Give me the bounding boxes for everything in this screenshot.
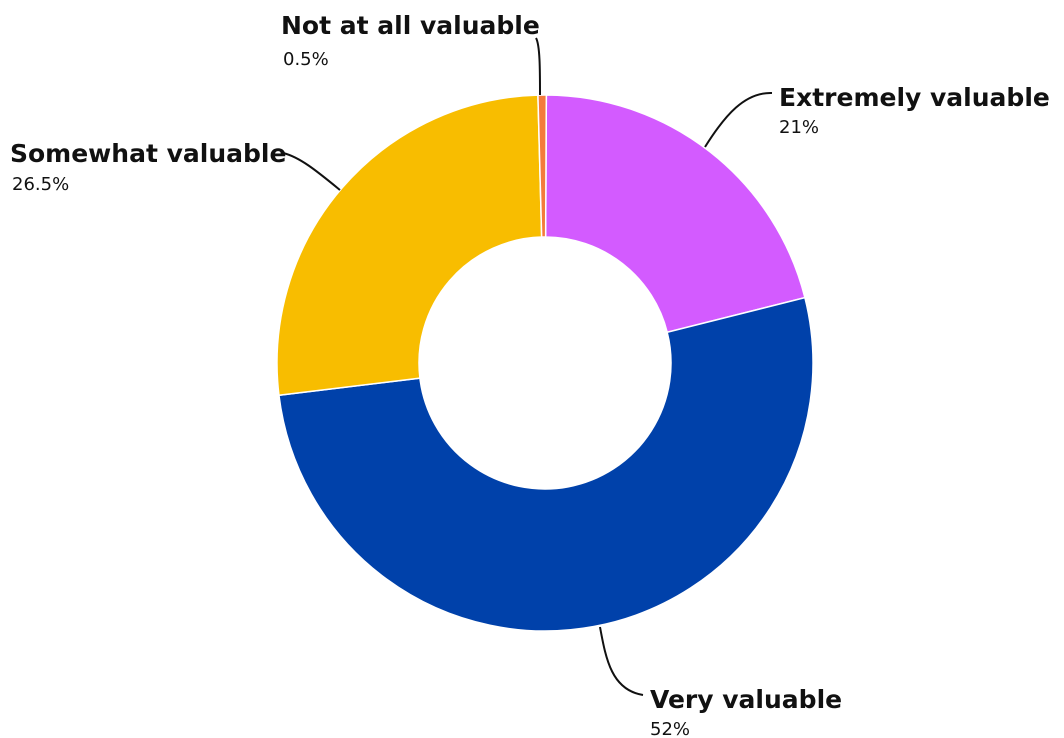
slice-value-somewhat-valuable: 26.5% bbox=[12, 174, 69, 195]
slice-value-extremely-valuable: 21% bbox=[779, 117, 819, 138]
leader-line-extremely-valuable bbox=[704, 91, 773, 148]
slice-not-at-all-valuable bbox=[537, 94, 548, 238]
slice-extremely-valuable bbox=[544, 94, 806, 334]
slice-value-very-valuable: 52% bbox=[650, 719, 690, 738]
leader-line-very-valuable bbox=[599, 626, 644, 696]
slice-label-very-valuable: Very valuable bbox=[650, 685, 842, 714]
leader-lines-group bbox=[282, 37, 773, 696]
slice-label-somewhat-valuable: Somewhat valuable bbox=[10, 139, 286, 168]
labels-group: Extremely valuable 21% Very valuable 52% Som… bbox=[10, 11, 1050, 738]
slice-value-not-at-all-valuable: 0.5% bbox=[283, 49, 329, 70]
slice-very-valuable bbox=[278, 296, 814, 632]
leader-line-not-at-all-valuable bbox=[535, 37, 541, 96]
slices-group bbox=[276, 94, 814, 632]
slice-label-not-at-all-valuable: Not at all valuable bbox=[281, 11, 540, 40]
leader-line-somewhat-valuable bbox=[282, 152, 341, 191]
slice-label-extremely-valuable: Extremely valuable bbox=[779, 83, 1050, 112]
slice-somewhat-valuable bbox=[276, 94, 543, 397]
